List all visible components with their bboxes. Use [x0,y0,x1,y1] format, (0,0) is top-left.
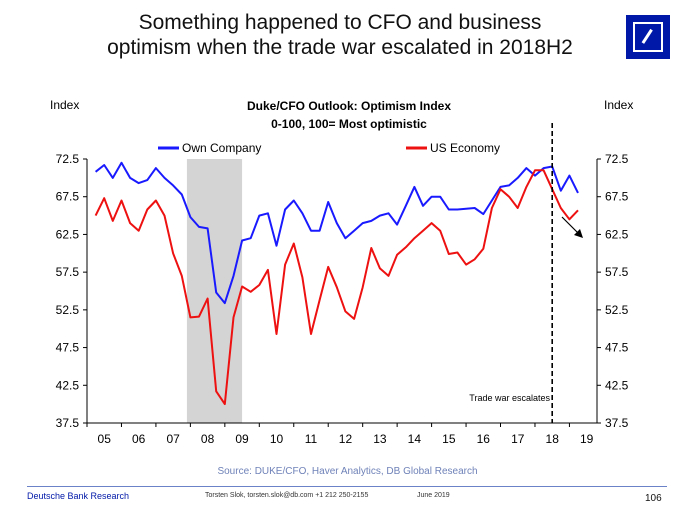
series-line-own-company [94,161,579,305]
right-y-tick-label: 67.5 [605,190,629,204]
source-note: Source: DUKE/CFO, Haver Analytics, DB Gl… [217,466,478,477]
decline-arrow-icon [561,216,583,238]
x-tick-label: 08 [201,432,215,446]
right-y-tick-label: 72.5 [605,152,629,166]
x-tick-label: 18 [546,432,560,446]
right-y-tick-label: 47.5 [605,341,629,355]
chart-container: Duke/CFO Outlook: Optimism Index 0-100, … [50,98,633,446]
logo-frame [633,22,663,52]
right-y-tick-label: 37.5 [605,416,629,430]
left-y-tick-label: 37.5 [56,416,80,430]
chart-subtitle: 0-100, 100= Most optimistic [271,117,427,131]
left-y-tick-label: 47.5 [56,341,80,355]
x-tick-label: 13 [373,432,387,446]
x-tick-label: 07 [166,432,180,446]
axes: 72.5 72.5 67.5 67.5 62.5 62.5 57.5 57.5 52.5 52.5… [56,152,629,446]
x-tick-label: 11 [305,432,318,446]
left-y-tick-label: 72.5 [56,152,80,166]
page-number: 106 [645,493,662,504]
left-y-tick-label: 57.5 [56,265,80,279]
x-tick-label: 06 [132,432,146,446]
right-axis-label: Index [604,98,633,112]
right-y-tick-label: 52.5 [605,303,629,317]
x-tick-label: 05 [98,432,112,446]
trade-war-annotation: Trade war escalates [469,393,550,403]
legend-label-own-company: Own Company [182,141,261,155]
optimism-index-chart: Duke/CFO Outlook: Optimism Index 0-100, … [50,98,633,446]
legend-label-us-economy: US Economy [430,141,500,155]
left-y-tick-label: 62.5 [56,227,80,241]
slide-title: Something happened to CFO and business o… [70,10,610,60]
x-tick-label: 12 [339,432,353,446]
footer-brand: Deutsche Bank Research [27,491,130,501]
x-tick-label: 10 [270,432,284,446]
x-tick-label: 17 [511,432,525,446]
x-tick-label: 09 [235,432,249,446]
right-y-tick-label: 62.5 [605,227,629,241]
x-tick-label: 15 [442,432,456,446]
x-tick-label: 19 [580,432,594,446]
left-y-tick-label: 42.5 [56,378,80,392]
series-line-us-economy [94,169,579,406]
footer-contact: Torsten Slok, torsten.slok@db.com +1 212… [205,492,369,499]
x-tick-label: 14 [408,432,422,446]
slide-title-line2: optimism when the trade war escalated in… [107,36,573,59]
right-y-tick-label: 57.5 [605,265,629,279]
legend: Own Company US Economy [158,141,500,155]
x-tick-label: 16 [477,432,491,446]
footer-divider [27,486,667,487]
deutsche-bank-logo-icon [626,15,670,59]
chart-title: Duke/CFO Outlook: Optimism Index [247,99,451,113]
left-y-tick-label: 67.5 [56,190,80,204]
right-y-tick-label: 42.5 [605,378,629,392]
left-axis-label: Index [50,98,79,112]
footer-date: June 2019 [417,492,450,499]
left-y-tick-label: 52.5 [56,303,80,317]
slide-title-line1: Something happened to CFO and business [138,11,542,34]
